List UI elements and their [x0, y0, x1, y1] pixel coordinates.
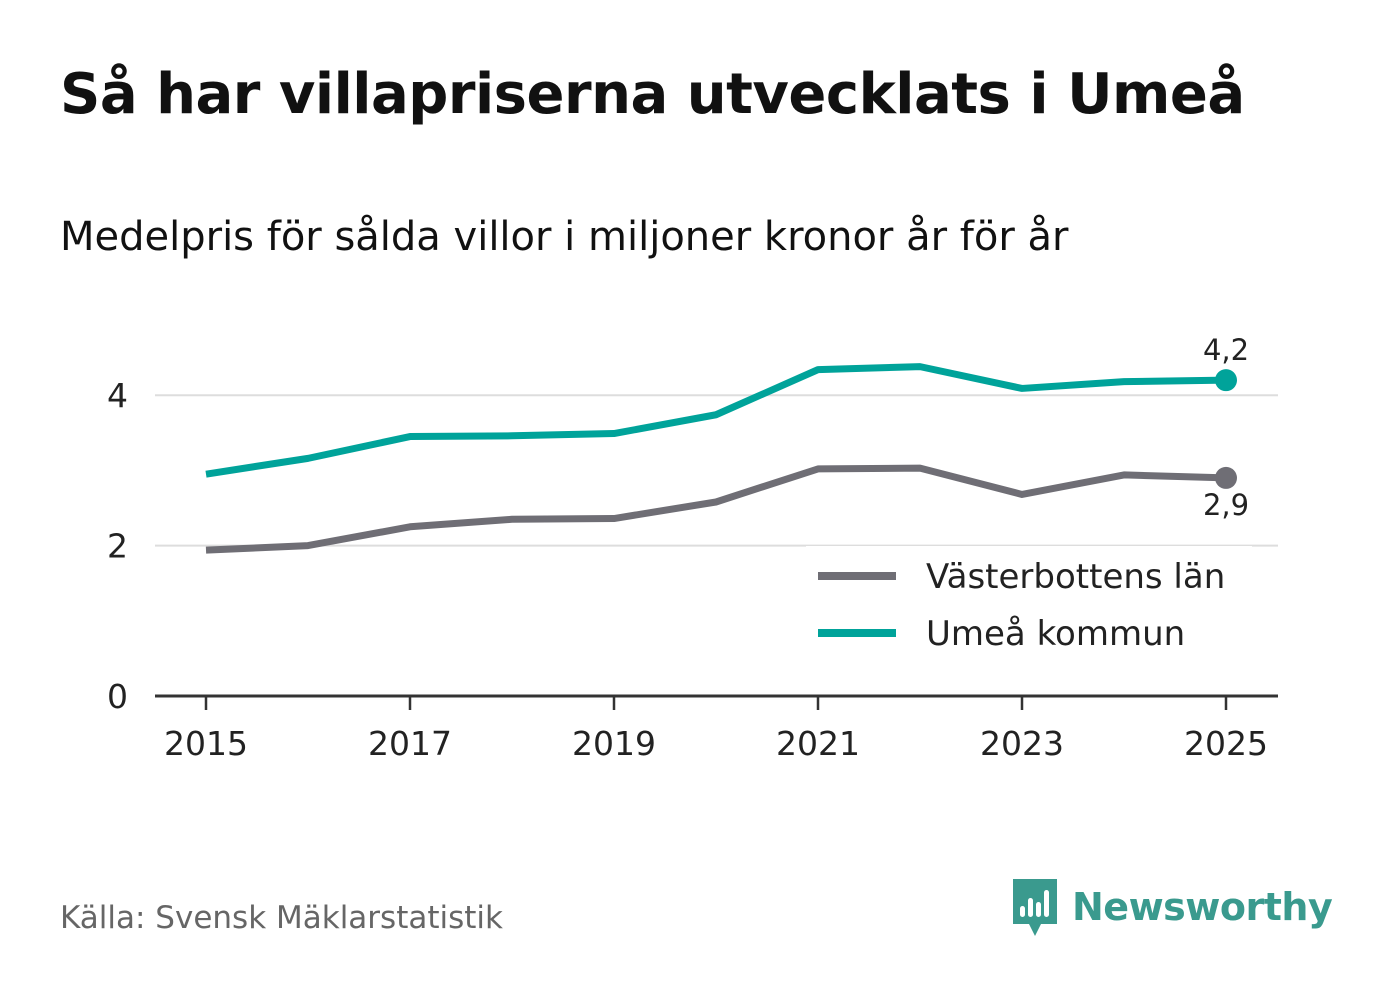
data-point-0-2016: [307, 545, 309, 547]
data-point-1-2017: [409, 436, 411, 438]
legend-background: [806, 546, 1252, 664]
series-end-marker-0: [1215, 466, 1237, 489]
data-point-0-2024: [1123, 474, 1125, 476]
data-point-1-2018: [511, 435, 513, 437]
data-point-0-2017: [409, 526, 411, 528]
x-tick-label-2025: 2025: [1184, 724, 1268, 763]
series-line-0: [205, 464, 1227, 554]
series-end-label-1: 4,2: [1203, 333, 1249, 367]
x-tick-label-2019: 2019: [572, 724, 656, 763]
series-end-marker-1: [1215, 369, 1237, 392]
series-end-label-0: 2,9: [1203, 488, 1249, 522]
data-point-0-2015: [205, 549, 207, 551]
data-point-1-2022: [919, 366, 921, 368]
data-point-1-2015: [205, 473, 207, 475]
legend-label-1: Umeå kommun: [926, 614, 1185, 654]
data-point-0-2021: [817, 468, 819, 470]
data-point-1-2019: [613, 433, 615, 435]
source-text: Källa: Svensk Mäklarstatistik: [60, 900, 503, 936]
data-point-1-2021: [817, 369, 819, 371]
y-tick-label-4: 4: [107, 376, 128, 415]
data-point-0-2018: [511, 518, 513, 520]
y-tick-label-2: 2: [107, 527, 128, 566]
legend-label-0: Västerbottens län: [926, 557, 1225, 597]
data-point-1-2016: [307, 457, 309, 459]
newsworthy-logo: Newsworthy: [1010, 876, 1333, 938]
series-line-1: [205, 363, 1227, 478]
x-tick-label-2021: 2021: [776, 724, 860, 763]
x-tick-label-2015: 2015: [164, 724, 248, 763]
data-point-0-2019: [613, 518, 615, 520]
data-point-0-2020: [715, 501, 717, 503]
data-point-1-2024: [1123, 381, 1125, 383]
chart-title: Så har villapriserna utvecklats i Umeå: [60, 62, 1245, 127]
data-point-0-2023: [1021, 493, 1023, 495]
newsworthy-logo-icon: [1013, 879, 1057, 936]
logo-text: Newsworthy: [1072, 885, 1333, 929]
x-tick-label-2017: 2017: [368, 724, 452, 763]
data-point-0-2022: [919, 467, 921, 469]
data-point-1-2020: [715, 414, 717, 416]
chart-subtitle: Medelpris för sålda villor i miljoner kr…: [60, 214, 1069, 260]
y-tick-label-0: 0: [107, 677, 128, 716]
x-tick-label-2023: 2023: [980, 724, 1064, 763]
data-point-1-2023: [1021, 387, 1023, 389]
